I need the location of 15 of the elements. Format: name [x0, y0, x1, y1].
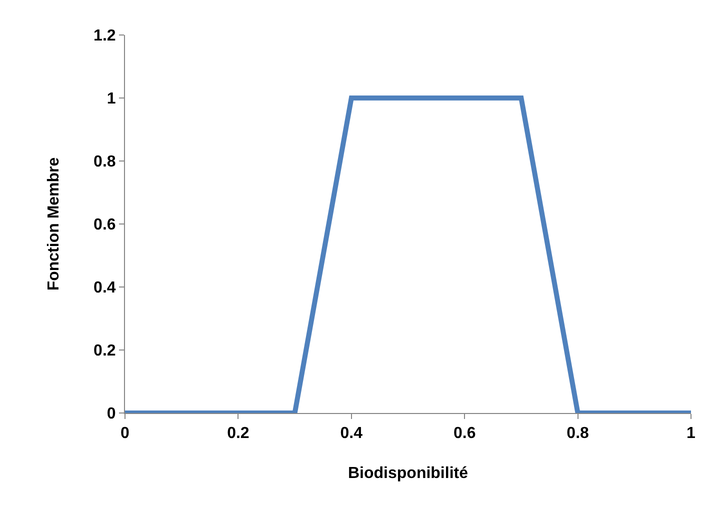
x-axis-title: Biodisponibilité — [348, 464, 468, 482]
x-tick-label: 0.8 — [566, 425, 590, 442]
y-tick-label: 0 — [106, 406, 116, 423]
y-tick-label: 1 — [106, 90, 116, 108]
x-tick-label: 0.6 — [453, 425, 476, 442]
y-tick-label: 1.2 — [94, 28, 116, 45]
x-tick-label: 1 — [686, 425, 696, 442]
y-tick-label: 0.4 — [94, 280, 116, 297]
y-tick-label: 0.6 — [94, 216, 116, 234]
y-axis-title: Fonction Membre — [45, 157, 62, 291]
y-tick-label: 0.2 — [94, 342, 116, 360]
x-tick-label: 0 — [120, 425, 130, 442]
x-tick-label: 0.4 — [340, 425, 363, 442]
y-tick-label: 0.8 — [94, 154, 116, 171]
x-tick-label: 0.2 — [227, 425, 250, 442]
